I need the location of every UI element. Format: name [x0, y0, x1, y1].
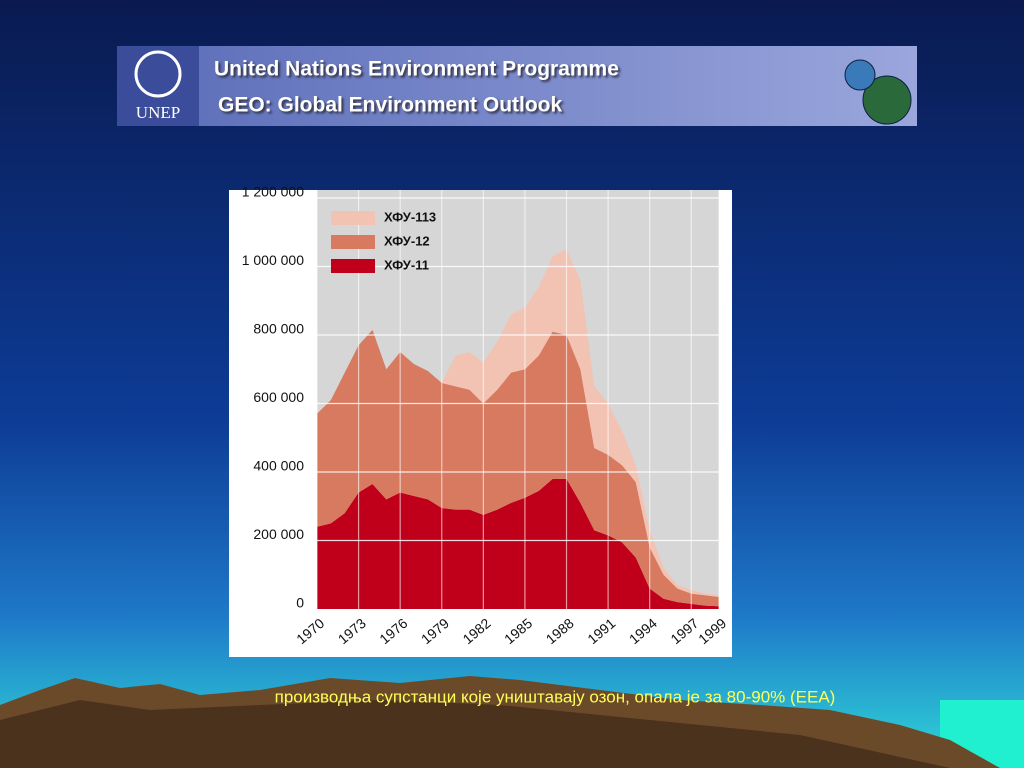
y-tick-label: 0 [296, 595, 304, 611]
area [317, 329, 719, 607]
area [317, 249, 719, 598]
header-banner [117, 46, 917, 126]
legend-label: ХФУ-113 [384, 209, 436, 224]
caption: производња супстанци које уништавају озо… [275, 687, 836, 706]
legend-swatch [331, 235, 375, 249]
y-tick-label: 400 000 [253, 458, 304, 474]
y-tick-label: 800 000 [253, 321, 304, 337]
header-subtitle: GEO: Global Environment Outlook [218, 94, 563, 117]
legend-label: ХФУ-12 [384, 233, 430, 248]
logo-box [117, 46, 199, 126]
mountains-shade [0, 700, 950, 768]
area [317, 478, 719, 609]
legend-label: ХФУ-11 [384, 257, 429, 272]
legend-swatch [331, 259, 375, 273]
y-tick-label: 200 000 [253, 526, 304, 542]
globe [844, 59, 876, 91]
y-tick-label: 600 000 [253, 389, 304, 405]
logo-emblem [134, 50, 182, 98]
legend-swatch [331, 211, 375, 225]
header-title: United Nations Environment Programme [214, 58, 619, 81]
y-tick-label: 1 000 000 [242, 252, 304, 268]
y-tick-label: 1 200 000 [242, 184, 304, 200]
logo-text: UNEP [136, 103, 180, 122]
globe [862, 75, 912, 125]
